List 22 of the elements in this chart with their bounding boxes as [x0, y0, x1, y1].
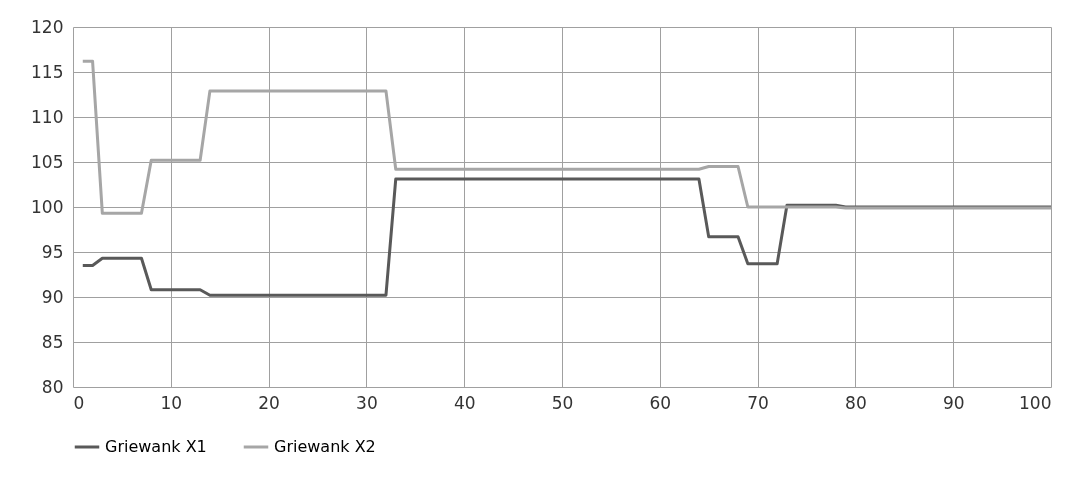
x-tick-label: 0	[73, 392, 85, 413]
x-tick-label: 40	[453, 392, 476, 413]
y-tick-label: 85	[41, 331, 64, 352]
y-tick-label: 80	[41, 376, 64, 397]
y-tick-label: 120	[31, 16, 64, 37]
y-tick-label: 95	[41, 241, 64, 262]
x-tick-label: 100	[1019, 392, 1052, 413]
x-tick-label: 70	[747, 392, 769, 413]
x-tick-label: 10	[160, 392, 183, 413]
x-tick-label: 80	[845, 392, 867, 413]
x-tick-label: 60	[649, 392, 672, 413]
y-tick-label: 105	[31, 151, 64, 172]
x-tick-label: 30	[356, 392, 378, 413]
x-tick-label: 20	[258, 392, 280, 413]
legend-label: Griewank X2	[274, 437, 376, 456]
y-tick-label: 90	[41, 286, 64, 307]
x-tick-label: 90	[942, 392, 965, 413]
y-tick-label: 110	[31, 106, 64, 127]
x-tick-label: 50	[551, 392, 574, 413]
legend-label: Griewank X1	[105, 437, 207, 456]
y-tick-label: 100	[31, 196, 64, 217]
y-tick-label: 115	[31, 61, 64, 82]
